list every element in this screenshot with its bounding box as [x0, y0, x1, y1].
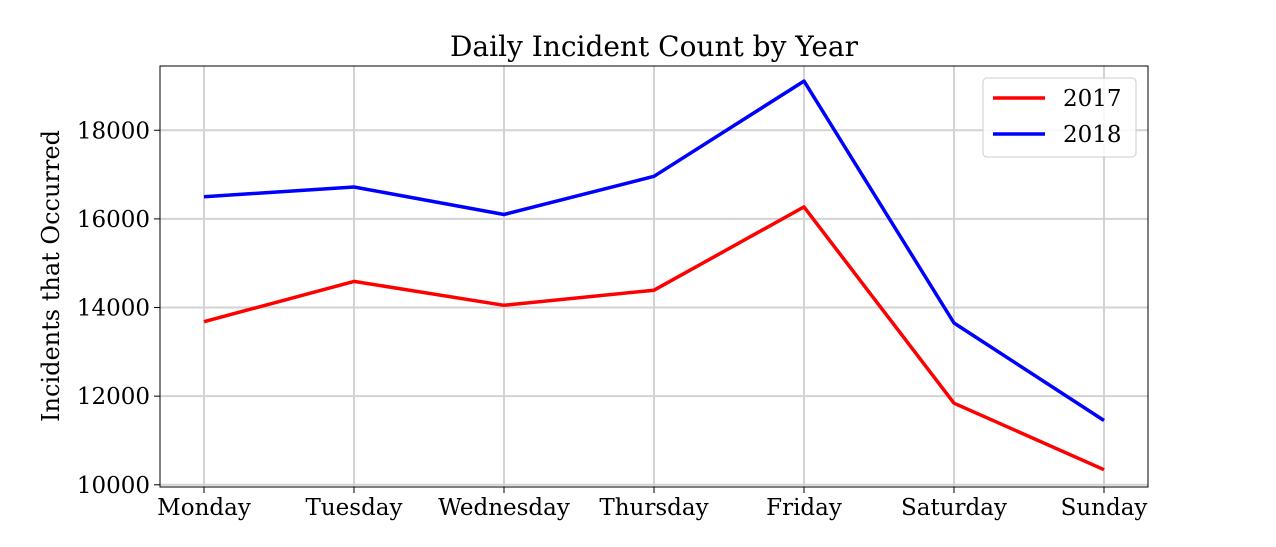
x-tick-label: Wednesday	[438, 495, 570, 521]
y-tick-label: 10000	[77, 473, 150, 499]
x-axis-ticks: Monday Tuesday Wednesday Thursday Friday Satu…	[157, 487, 1147, 521]
chart-title: Daily Incident Count by Year	[450, 30, 859, 63]
x-tick-label: Thursday	[599, 495, 708, 521]
legend-label-2018: 2018	[1063, 122, 1122, 148]
legend-label-2017: 2017	[1063, 86, 1122, 112]
series-lines	[203, 79, 1105, 472]
y-tick-label: 18000	[77, 118, 150, 144]
x-tick-label: Tuesday	[306, 495, 403, 521]
y-tick-label: 14000	[77, 296, 150, 322]
x-tick-label: Monday	[157, 495, 251, 521]
series-line-2017	[203, 205, 1105, 472]
x-tick-label: Saturday	[901, 495, 1007, 521]
y-axis-label: Incidents that Occurred	[37, 130, 65, 422]
y-axis-ticks: 10000 12000 14000 16000 18000	[77, 118, 160, 499]
x-tick-label: Friday	[766, 495, 842, 521]
y-tick-label: 12000	[77, 384, 150, 410]
x-tick-label: Sunday	[1061, 495, 1148, 521]
grid-lines	[160, 66, 1148, 487]
series-line-2018	[203, 79, 1105, 422]
y-tick-label: 16000	[77, 207, 150, 233]
legend: 2017 2018	[982, 77, 1137, 158]
